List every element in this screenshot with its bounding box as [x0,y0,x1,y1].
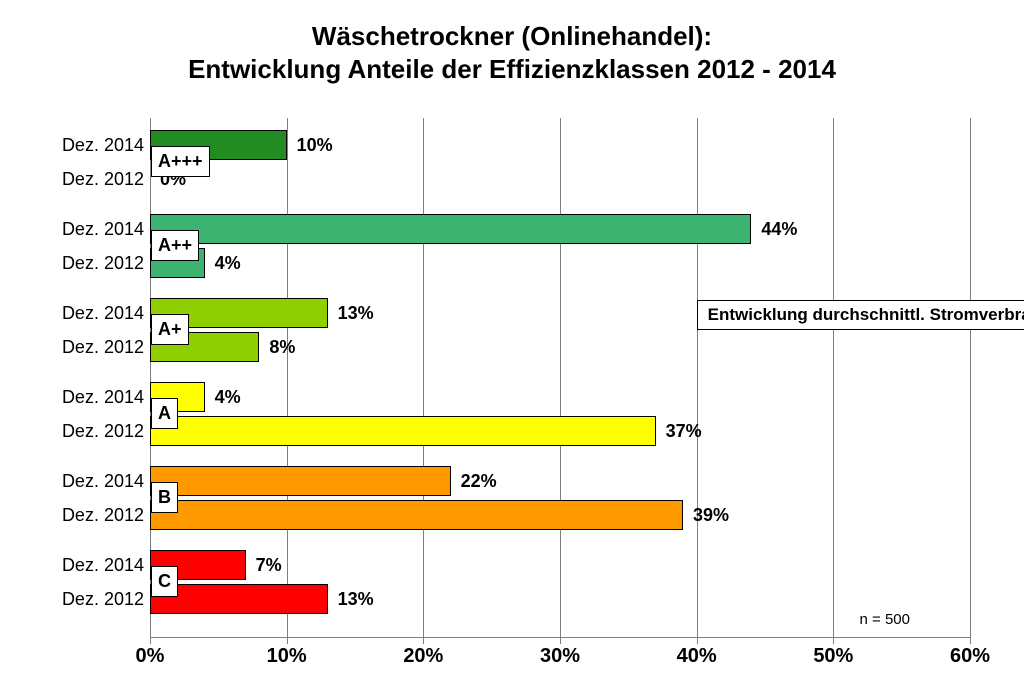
bar-value-2012: 37% [666,421,702,442]
annotation-box: Entwicklung durchschnittl. Stromverbrauc… [697,300,1024,330]
bar-value-2012: 4% [215,253,241,274]
bar-2014 [150,466,451,496]
x-tick-label: 50% [813,645,853,668]
chart-title: Wäschetrockner (Onlinehandel): Entwicklu… [0,20,1024,85]
bar-value-2014: 7% [256,555,282,576]
y-label-2012: Dez. 2012 [4,505,144,526]
bar-value-2014: 13% [338,303,374,324]
x-tick-mark [150,638,151,644]
gridline [970,118,971,638]
y-label-2014: Dez. 2014 [4,303,144,324]
class-label-box: A [151,398,178,429]
bar-value-2014: 22% [461,471,497,492]
bar-value-2014: 4% [215,387,241,408]
x-tick-label: 20% [403,645,443,668]
y-label-2014: Dez. 2014 [4,135,144,156]
bar-value-2012: 8% [269,337,295,358]
class-label-box: C [151,566,178,597]
bar-value-2012: 13% [338,589,374,610]
y-label-2012: Dez. 2012 [4,337,144,358]
x-tick-mark [560,638,561,644]
bar-2012 [150,500,683,530]
x-tick-label: 40% [677,645,717,668]
bar-value-2014: 10% [297,135,333,156]
n-label: n = 500 [860,611,910,628]
x-tick-mark [970,638,971,644]
y-label-2012: Dez. 2012 [4,421,144,442]
title-line-2: Entwicklung Anteile der Effizienzklassen… [188,54,836,84]
x-tick-label: 30% [540,645,580,668]
bar-2014 [150,214,751,244]
x-tick-mark [697,638,698,644]
gridline [697,118,698,638]
bar-2012 [150,416,656,446]
y-label-2014: Dez. 2014 [4,471,144,492]
chart-container: Wäschetrockner (Onlinehandel): Entwicklu… [0,0,1024,688]
y-label-2014: Dez. 2014 [4,219,144,240]
x-tick-label: 60% [950,645,990,668]
gridline [560,118,561,638]
class-label-box: A++ [151,230,199,261]
gridline [423,118,424,638]
x-tick-label: 10% [267,645,307,668]
title-line-1: Wäschetrockner (Onlinehandel): [312,21,712,51]
class-label-box: A+++ [151,146,210,177]
x-tick-mark [423,638,424,644]
y-label-2012: Dez. 2012 [4,589,144,610]
bar-value-2012: 39% [693,505,729,526]
y-label-2014: Dez. 2014 [4,555,144,576]
x-tick-label: 0% [136,645,165,668]
bar-value-2014: 44% [761,219,797,240]
class-label-box: B [151,482,178,513]
gridline [287,118,288,638]
x-tick-mark [833,638,834,644]
x-tick-mark [287,638,288,644]
gridline [833,118,834,638]
y-label-2014: Dez. 2014 [4,387,144,408]
class-label-box: A+ [151,314,189,345]
y-label-2012: Dez. 2012 [4,169,144,190]
plot-area: 0%10%20%30%40%50%60%10%0%A+++44%4%A++13%… [150,118,970,638]
y-label-2012: Dez. 2012 [4,253,144,274]
